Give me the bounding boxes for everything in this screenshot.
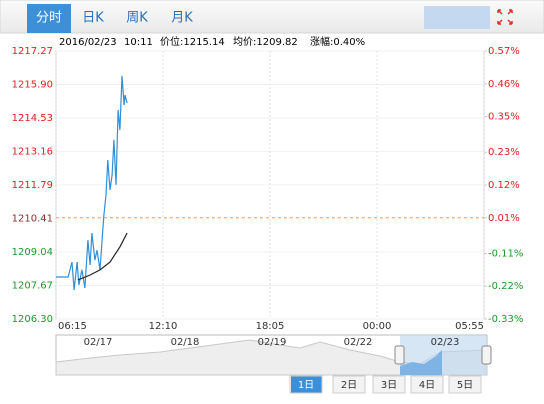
info-change: 涨幅:0.40%: [310, 35, 365, 48]
tab[interactable]: 月K: [171, 11, 193, 26]
y2-tick-label: 0.01%: [488, 213, 520, 224]
navigator: 02/17 02/18 02/19 02/22 02/23: [55, 334, 492, 376]
fullscreen-icon[interactable]: [497, 9, 513, 25]
range-button[interactable]: [410, 375, 444, 394]
x-tick-label: 05:55: [455, 321, 484, 332]
y-tick-label: 1211.79: [12, 180, 53, 191]
range-button-label[interactable]: 1日: [298, 380, 314, 391]
y2-tick-label: -0.11%: [488, 248, 523, 259]
navigator-label: 02/22: [344, 337, 373, 348]
range-button-label[interactable]: 3日: [381, 380, 397, 391]
active-tab-bg: [27, 4, 71, 33]
y-tick-label: 1214.53: [12, 113, 53, 124]
navigator-highlight: [400, 350, 442, 375]
tab[interactable]: 周K: [126, 11, 148, 26]
info-time: 10:11: [124, 37, 153, 48]
info-price: 价位:1215.14: [160, 35, 225, 48]
y-tick-label: 1207.67: [12, 281, 53, 292]
x-tick-label: 00:00: [363, 321, 392, 332]
info-date: 2016/02/23: [59, 37, 117, 48]
range-button[interactable]: [372, 375, 406, 394]
x-tick-label: 06:15: [58, 321, 87, 332]
x-tick-label: 12:10: [149, 321, 178, 332]
navigator-label: 02/18: [171, 337, 200, 348]
y-tick-label: 1215.90: [12, 79, 53, 90]
range-button[interactable]: [332, 375, 366, 394]
y-tick-label: 1209.04: [12, 247, 53, 258]
y-tick-label: 1217.27: [12, 46, 53, 57]
range-button-label[interactable]: 2日: [341, 380, 357, 391]
navigator-label: 02/17: [84, 337, 113, 348]
navigator-label: 02/19: [258, 337, 287, 348]
y2-tick-label: -0.33%: [488, 314, 523, 325]
price-line: [77, 232, 128, 281]
y2-tick-label: 0.46%: [488, 79, 520, 90]
y-tick-label: 1213.16: [12, 146, 53, 157]
search-box[interactable]: [424, 6, 490, 29]
navigator-handle[interactable]: [481, 345, 492, 365]
x-tick-label: 18:05: [256, 321, 285, 332]
navigator-label: 02/23: [431, 337, 460, 348]
tab[interactable]: 日K: [82, 11, 104, 26]
y2-tick-label: 0.57%: [488, 46, 520, 57]
range-active-bg: [291, 376, 322, 393]
range-button[interactable]: [289, 375, 323, 394]
range-button[interactable]: [448, 375, 482, 394]
y2-tick-label: 0.35%: [488, 112, 520, 123]
y2-tick-label: 0.12%: [488, 180, 520, 191]
price-line: [56, 75, 128, 290]
y2-tick-label: 0.23%: [488, 147, 520, 158]
y2-tick-label: -0.22%: [488, 281, 523, 292]
info-avg: 均价:1209.82: [233, 36, 298, 48]
range-button-label[interactable]: 4日: [419, 380, 435, 391]
range-button-label[interactable]: 5日: [457, 380, 473, 391]
y-tick-label: 1210.41: [12, 214, 53, 225]
navigator-handle[interactable]: [394, 345, 405, 365]
y-tick-label: 1206.30: [12, 314, 53, 325]
tab[interactable]: 分时: [36, 11, 62, 26]
